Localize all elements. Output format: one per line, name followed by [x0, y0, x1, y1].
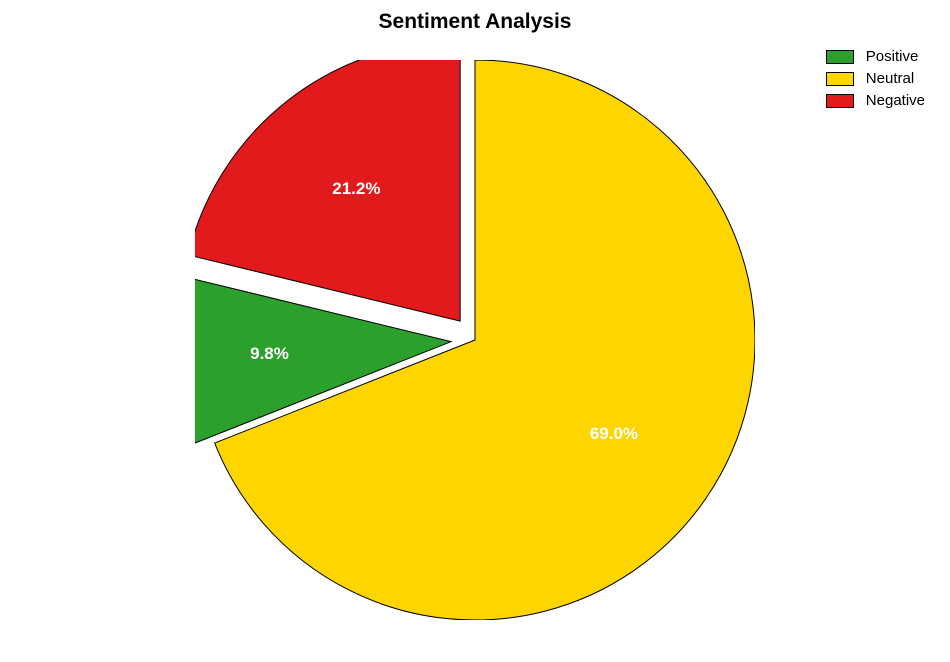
legend-swatch-positive: [826, 50, 854, 64]
pie-chart: 21.2% 9.8% 69.0%: [195, 60, 755, 620]
legend-item-neutral: Neutral: [826, 70, 925, 87]
legend-label-negative: Negative: [866, 92, 925, 109]
chart-title: Sentiment Analysis: [379, 10, 572, 34]
legend-swatch-neutral: [826, 72, 854, 86]
pie-slice-negative: [195, 60, 460, 321]
legend-item-positive: Positive: [826, 48, 925, 65]
legend-label-positive: Positive: [866, 48, 919, 65]
slice-label-positive: 9.8%: [250, 344, 289, 364]
legend-label-neutral: Neutral: [866, 70, 914, 87]
slice-label-neutral: 69.0%: [590, 424, 638, 444]
legend-item-negative: Negative: [826, 92, 925, 109]
slice-label-negative: 21.2%: [332, 179, 380, 199]
legend: Positive Neutral Negative: [826, 48, 925, 114]
legend-swatch-negative: [826, 94, 854, 108]
